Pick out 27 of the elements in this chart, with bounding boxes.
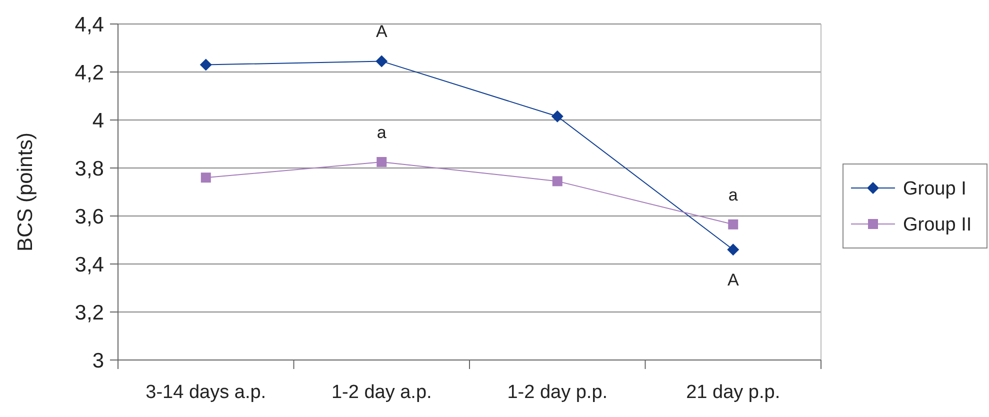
y-tick-label: 3,8 <box>74 157 104 180</box>
point <box>551 110 564 122</box>
point <box>200 172 211 183</box>
y-tick-label: 4,2 <box>74 61 104 84</box>
point <box>200 58 212 71</box>
x-tick-label: 1-2 day p.p. <box>507 382 608 403</box>
x-tick-label: 21 day p.p. <box>686 382 780 403</box>
y-tick-label: 3 <box>92 349 104 372</box>
y-tick-label: 3,6 <box>74 205 104 228</box>
annotation: A <box>727 270 740 290</box>
annotation: a <box>728 185 738 204</box>
point <box>376 55 388 68</box>
y-tick-label: 4,4 <box>74 13 104 36</box>
y-tick-label: 3,4 <box>74 253 104 276</box>
point <box>727 244 740 256</box>
x-tick-label: 3-14 days a.p. <box>146 382 266 403</box>
y-tick-label: 3,2 <box>74 301 104 324</box>
annotation: A <box>376 22 388 42</box>
legend-label: Group II <box>903 214 972 236</box>
x-tick-label: 1-2 day a.p. <box>331 382 432 403</box>
annotation: a <box>376 122 387 142</box>
y-tick-label: 4 <box>92 109 104 132</box>
point <box>552 176 562 186</box>
legend-label: Group I <box>903 178 966 200</box>
y-axis-title: BCS (points) <box>14 132 37 252</box>
point <box>376 157 387 167</box>
point <box>728 219 738 230</box>
